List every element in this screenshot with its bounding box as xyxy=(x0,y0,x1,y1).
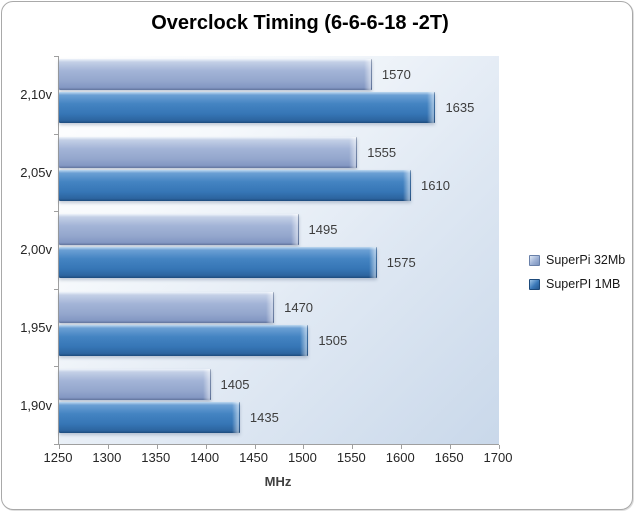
bar-value-label: 1610 xyxy=(421,177,450,193)
x-axis-tick xyxy=(352,445,354,449)
bar-row: 1405 xyxy=(59,369,499,401)
x-axis-tick-label: 1700 xyxy=(483,450,513,465)
legend: SuperPi 32Mb SuperPI 1MB xyxy=(529,253,625,291)
bar-value-label: 1575 xyxy=(386,255,416,271)
bar-value-label: 1405 xyxy=(220,377,250,393)
x-axis-tick xyxy=(450,445,452,449)
bar-superpi-32mb xyxy=(59,136,358,168)
category-band: 1495 1575 xyxy=(59,211,499,289)
bar-value-label: 1570 xyxy=(381,67,411,82)
bar-row: 1555 xyxy=(59,136,499,168)
x-axis-tick-label: 1400 xyxy=(190,450,220,465)
bar-superpi-32mb xyxy=(59,214,299,246)
category-band: 1570 1635 xyxy=(59,56,499,134)
bar-superpi-32mb xyxy=(59,369,211,401)
legend-item: SuperPi 32Mb xyxy=(529,253,625,267)
category-band: 1470 1505 xyxy=(59,289,499,367)
y-axis-tick xyxy=(54,211,58,212)
x-axis-tick xyxy=(303,445,305,449)
y-axis-label: 1,95v xyxy=(20,320,52,336)
y-axis-tick xyxy=(54,444,58,445)
x-axis-tick xyxy=(156,445,158,449)
bar-value-label: 1635 xyxy=(445,100,475,115)
bar-row: 1505 xyxy=(59,324,499,356)
bar-row: 1570 xyxy=(59,59,499,90)
x-axis-tick-label: 1450 xyxy=(239,450,269,465)
bar-superpi-1mb xyxy=(59,92,436,123)
bar-superpi-1mb xyxy=(59,324,309,356)
bar-value-label: 1435 xyxy=(249,410,279,426)
y-axis-label: 2,10v xyxy=(20,87,52,103)
bar-row: 1610 xyxy=(59,169,499,201)
x-axis-tick-label: 1500 xyxy=(287,450,317,465)
bar-value-label: 1505 xyxy=(318,332,348,348)
bar-value-label: 1495 xyxy=(308,222,338,238)
legend-swatch-icon xyxy=(529,254,540,266)
legend-item: SuperPI 1MB xyxy=(529,277,625,291)
chart-title: Overclock Timing (6-6-6-18 -2T) xyxy=(151,12,449,34)
y-axis-label: 2,00v xyxy=(20,242,52,258)
x-axis-tick xyxy=(205,445,207,449)
x-axis-tick-label: 1350 xyxy=(141,450,171,465)
x-axis-tick xyxy=(254,445,256,449)
y-axis-label: 1,90v xyxy=(20,397,52,413)
bar-value-label: 1470 xyxy=(284,299,314,315)
bar-row: 1435 xyxy=(59,402,499,434)
y-axis-tick xyxy=(54,56,58,57)
bar-superpi-32mb xyxy=(59,59,372,90)
bar-value-label: 1555 xyxy=(367,144,397,160)
y-axis-tick xyxy=(54,134,58,135)
x-axis-tick-label: 1550 xyxy=(336,450,366,465)
y-axis-label: 2,05v xyxy=(20,164,52,180)
category-band: 1555 1610 xyxy=(59,134,499,212)
plot-area: 1570 1635 1555 1610 1495 1575 1470 1505 1405 1435 xyxy=(54,56,500,449)
y-axis-tick xyxy=(54,366,58,367)
bar-superpi-1mb xyxy=(59,169,411,201)
bar-superpi-1mb xyxy=(59,247,377,279)
bar-superpi-1mb xyxy=(59,402,240,434)
x-axis-tick-label: 1250 xyxy=(43,450,73,465)
bar-row: 1495 xyxy=(59,214,499,246)
x-axis-tick xyxy=(499,445,500,449)
x-axis-tick xyxy=(59,445,60,449)
bar-row: 1575 xyxy=(59,247,499,279)
x-axis-tick xyxy=(107,445,109,449)
category-band: 1405 1435 xyxy=(59,366,499,444)
bar-row: 1635 xyxy=(59,92,499,123)
legend-label: SuperPi 32Mb xyxy=(546,253,626,267)
x-axis-tick-label: 1650 xyxy=(434,450,464,465)
y-axis-tick xyxy=(54,289,58,290)
x-axis-tick-label: 1300 xyxy=(92,450,122,465)
bar-superpi-32mb xyxy=(59,291,275,323)
bar-row: 1470 xyxy=(59,291,499,323)
x-axis-title: MHz xyxy=(264,474,292,489)
x-axis-tick xyxy=(401,445,403,449)
legend-label: SuperPI 1MB xyxy=(546,277,621,291)
x-axis-tick-label: 1600 xyxy=(385,450,415,465)
legend-swatch-icon xyxy=(529,278,540,290)
